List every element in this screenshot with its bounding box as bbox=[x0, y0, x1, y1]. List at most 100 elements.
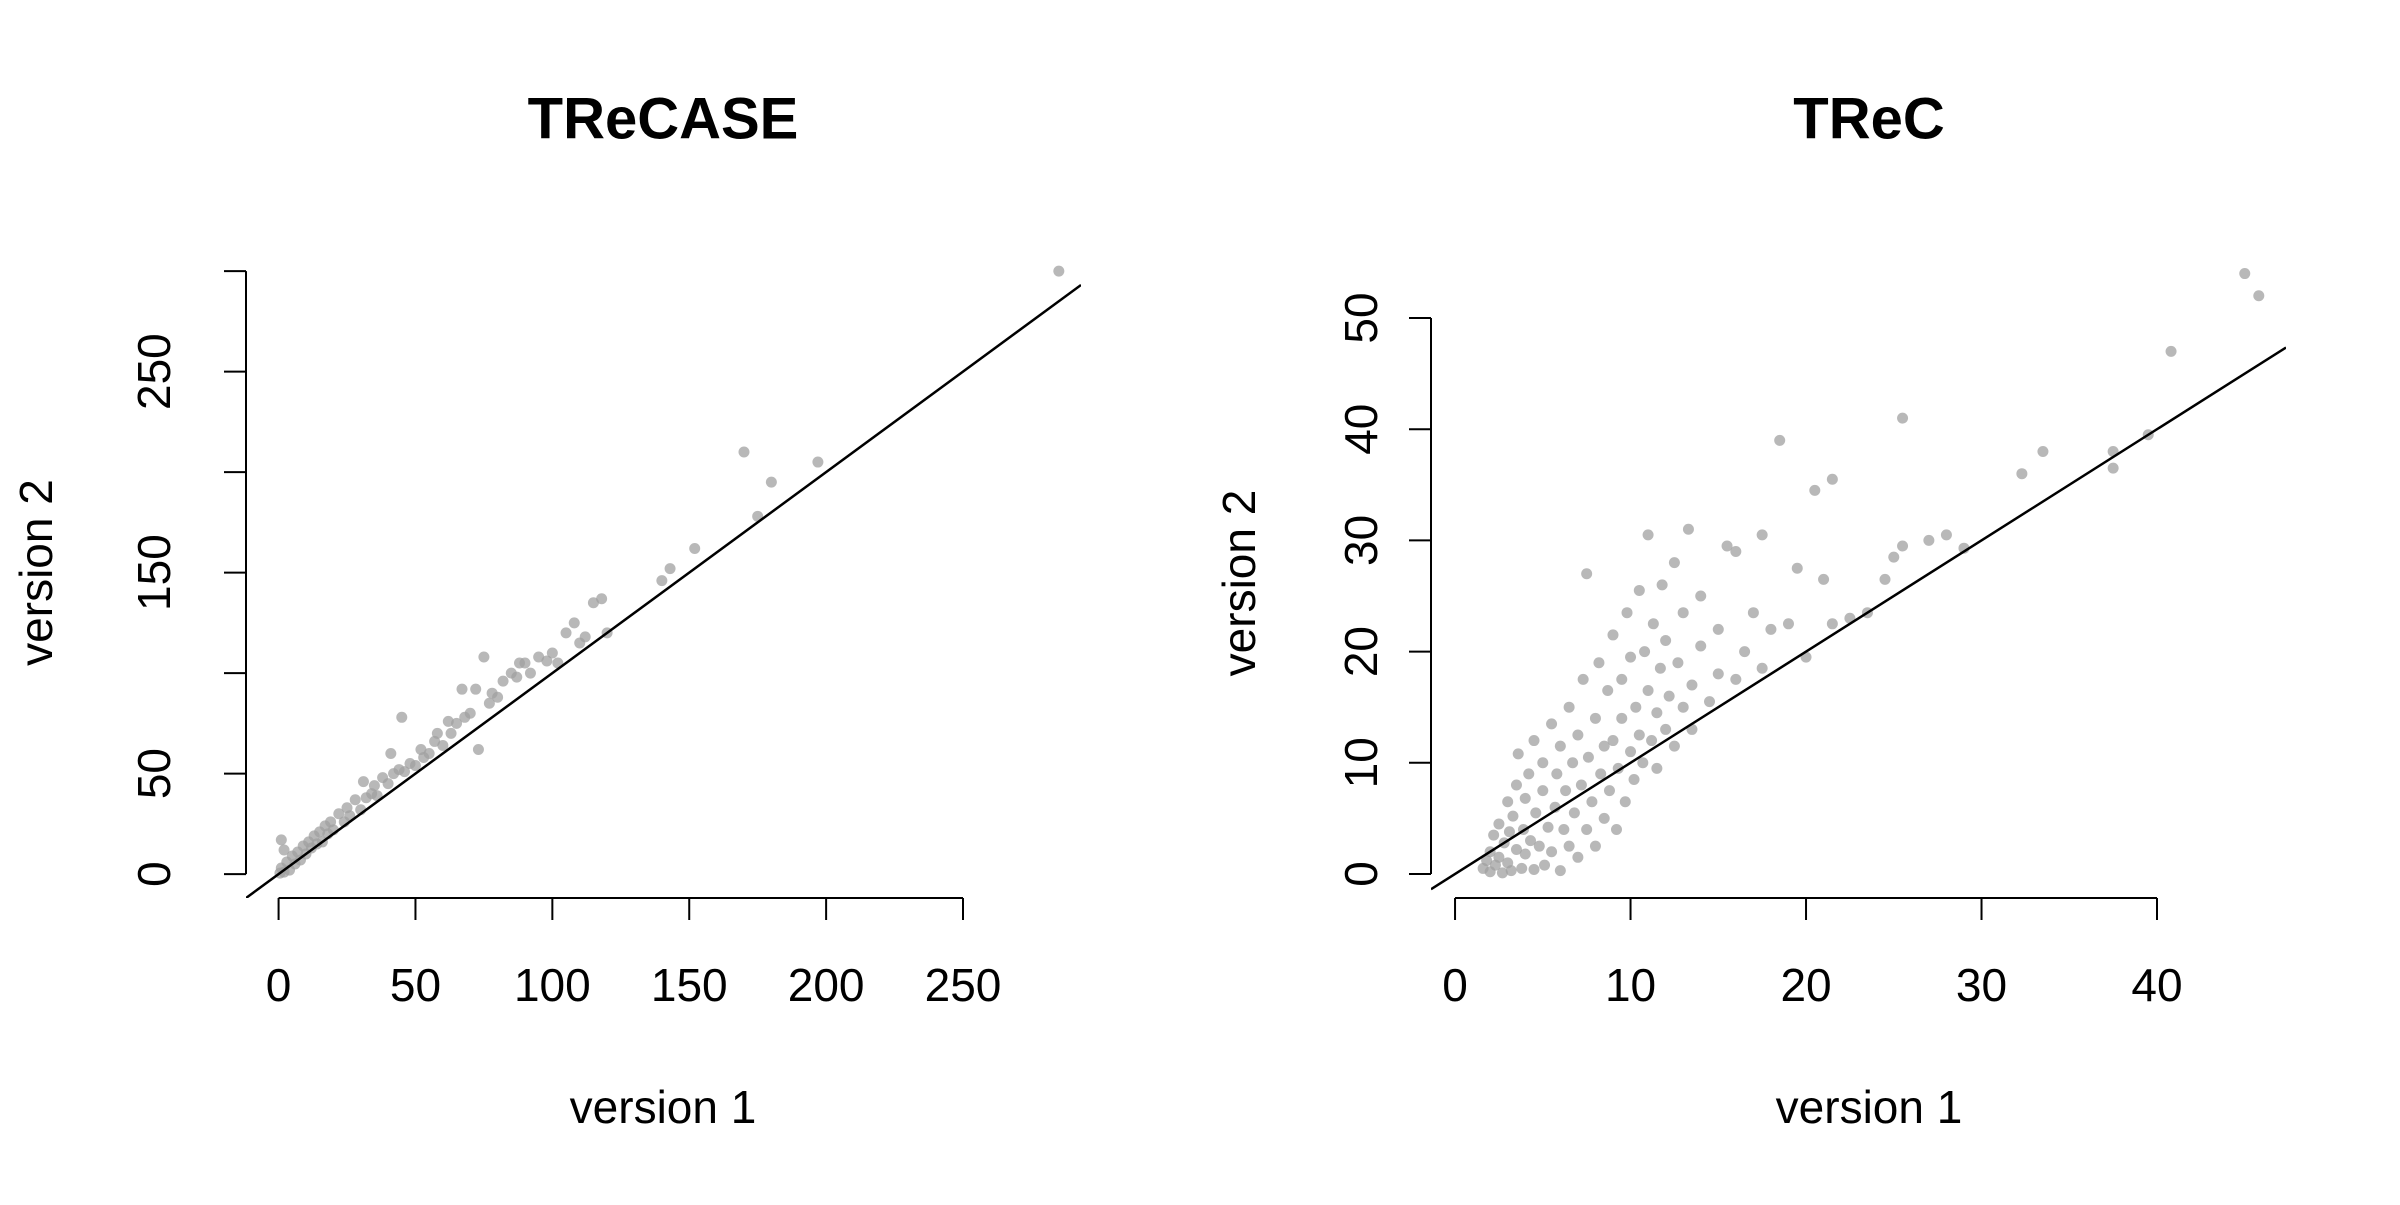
point bbox=[1639, 646, 1651, 658]
point bbox=[579, 631, 591, 643]
point bbox=[2239, 268, 2251, 280]
point bbox=[1528, 864, 1540, 876]
point bbox=[1610, 824, 1622, 836]
point bbox=[451, 717, 463, 729]
point bbox=[1621, 607, 1633, 619]
point bbox=[1642, 529, 1654, 541]
point bbox=[1503, 826, 1515, 838]
point bbox=[1923, 534, 1935, 546]
point bbox=[1558, 824, 1570, 836]
point bbox=[1809, 484, 1821, 496]
point bbox=[1630, 701, 1642, 713]
point bbox=[357, 776, 369, 788]
point bbox=[1791, 562, 1803, 574]
x-tick-label: 10 bbox=[1605, 959, 1656, 1011]
point bbox=[1481, 855, 1493, 867]
y-tick-label: 20 bbox=[1335, 626, 1387, 677]
point bbox=[1053, 265, 1065, 277]
point bbox=[1530, 807, 1542, 819]
point bbox=[1598, 740, 1610, 752]
point bbox=[1602, 685, 1614, 697]
point bbox=[587, 597, 599, 609]
point bbox=[1493, 818, 1505, 830]
x-tick-label: 200 bbox=[788, 959, 865, 1011]
point bbox=[1712, 623, 1724, 635]
point bbox=[1560, 785, 1572, 797]
x-tick-label: 30 bbox=[1956, 959, 2007, 1011]
point bbox=[1568, 807, 1580, 819]
point bbox=[1897, 412, 1909, 424]
point bbox=[442, 715, 454, 727]
point bbox=[464, 707, 476, 719]
x-tick-label: 50 bbox=[390, 959, 441, 1011]
y-tick-label: 40 bbox=[1335, 404, 1387, 455]
point bbox=[497, 675, 509, 687]
x-tick-label: 0 bbox=[1442, 959, 1468, 1011]
point bbox=[2165, 345, 2177, 357]
point bbox=[1695, 590, 1707, 602]
point bbox=[472, 743, 484, 755]
point bbox=[1577, 673, 1589, 685]
point bbox=[1542, 821, 1554, 833]
point bbox=[382, 778, 394, 790]
y-axis-label: version 2 bbox=[1213, 490, 1265, 677]
point bbox=[1519, 792, 1531, 804]
point bbox=[568, 617, 580, 629]
point bbox=[1516, 862, 1528, 874]
x-axis-label: version 1 bbox=[570, 1081, 757, 1133]
point bbox=[478, 651, 490, 663]
point bbox=[1940, 529, 1952, 541]
point bbox=[1537, 757, 1549, 769]
point bbox=[1554, 740, 1566, 752]
point bbox=[437, 739, 449, 751]
point bbox=[524, 667, 536, 679]
point bbox=[349, 794, 361, 806]
point bbox=[1607, 735, 1619, 747]
point bbox=[1616, 673, 1628, 685]
point bbox=[1897, 540, 1909, 552]
point bbox=[385, 747, 397, 759]
point bbox=[560, 627, 572, 639]
y-tick-label: 0 bbox=[128, 861, 180, 887]
point bbox=[492, 691, 504, 703]
point bbox=[664, 563, 676, 575]
point bbox=[738, 446, 750, 458]
point bbox=[1507, 810, 1519, 822]
point bbox=[656, 575, 668, 587]
point bbox=[1672, 657, 1684, 669]
point bbox=[275, 834, 287, 846]
point bbox=[596, 593, 608, 605]
point bbox=[1523, 768, 1535, 780]
point bbox=[2253, 290, 2265, 302]
point bbox=[1537, 785, 1549, 797]
chart-title: TReCASE bbox=[528, 86, 799, 151]
chart-title: TReC bbox=[1793, 86, 1944, 151]
point bbox=[368, 780, 380, 792]
x-tick-label: 0 bbox=[266, 959, 292, 1011]
x-axis-label: version 1 bbox=[1776, 1081, 1963, 1133]
point bbox=[546, 647, 558, 659]
point bbox=[1493, 851, 1505, 863]
y-tick-label: 30 bbox=[1335, 515, 1387, 566]
point bbox=[1654, 662, 1666, 674]
point bbox=[1616, 712, 1628, 724]
point bbox=[1663, 690, 1675, 702]
point bbox=[1519, 848, 1531, 860]
point bbox=[431, 727, 443, 739]
point bbox=[1782, 618, 1794, 630]
point bbox=[1589, 712, 1601, 724]
point bbox=[1747, 607, 1759, 619]
point bbox=[1660, 634, 1672, 646]
point bbox=[1575, 779, 1587, 791]
point bbox=[1593, 657, 1605, 669]
point bbox=[470, 683, 482, 695]
y-tick-label: 150 bbox=[128, 534, 180, 611]
point bbox=[1625, 651, 1637, 663]
point bbox=[1589, 840, 1601, 852]
point bbox=[1598, 812, 1610, 824]
point bbox=[2037, 445, 2049, 457]
point bbox=[1686, 679, 1698, 691]
point bbox=[1656, 579, 1668, 591]
point bbox=[1563, 840, 1575, 852]
